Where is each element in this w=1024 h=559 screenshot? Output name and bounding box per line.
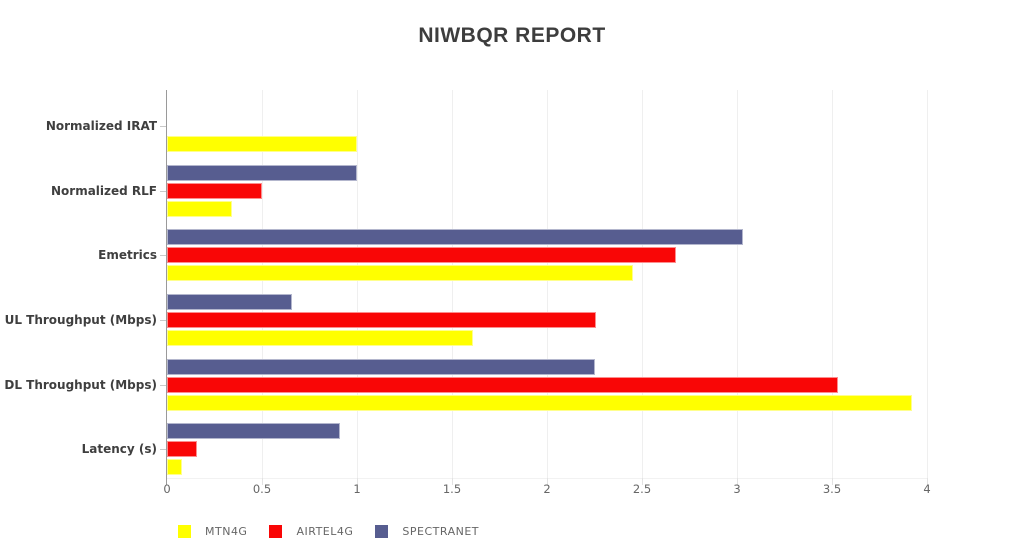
bar-slot (167, 312, 597, 328)
x-axis-tick (357, 478, 358, 485)
x-axis-tick (642, 478, 643, 485)
category-band: DL Throughput (Mbps) (4, 349, 927, 414)
legend: MTN4G AIRTEL4G SPECTRANET (178, 525, 501, 538)
category-label: UL Throughput (Mbps) (4, 313, 157, 327)
gridline (642, 90, 643, 478)
bar-spectranet[interactable] (167, 294, 293, 310)
gridline (737, 90, 738, 478)
bar-slot (167, 394, 912, 411)
bar-mtn4g[interactable] (167, 330, 473, 346)
x-axis-tick (262, 478, 263, 485)
bar-mtn4g[interactable] (167, 394, 912, 411)
x-axis-tick (452, 478, 453, 485)
x-axis-tick (832, 478, 833, 485)
y-axis-tick (160, 255, 166, 257)
x-axis-tick (737, 478, 738, 485)
bar-slot (167, 294, 293, 310)
bar-mtn4g[interactable] (167, 265, 633, 282)
category-band: Normalized RLF (51, 155, 927, 220)
category-band: Normalized IRAT (46, 90, 927, 155)
bar-slot (167, 247, 677, 264)
bar-slot (167, 265, 633, 282)
bar-spectranet[interactable] (167, 229, 743, 246)
bar-spectranet[interactable] (167, 164, 357, 181)
x-axis-tick (547, 478, 548, 485)
legend-item-airtel4g[interactable]: AIRTEL4G (269, 525, 353, 538)
bar-slot (167, 200, 232, 217)
legend-label: MTN4G (205, 525, 248, 538)
bar-slot (167, 376, 838, 393)
x-tick-label: 2.5 (632, 482, 652, 496)
x-tick-label: 1.5 (442, 482, 462, 496)
legend-item-spectranet[interactable]: SPECTRANET (375, 525, 479, 538)
bar-airtel4g[interactable] (167, 247, 677, 264)
y-axis-tick (160, 190, 166, 192)
gridline (832, 90, 833, 478)
bar-airtel4g[interactable] (167, 441, 198, 458)
category-band: Latency (s) (82, 413, 927, 478)
bar-slot (167, 423, 340, 440)
x-tick-label: 0.5 (252, 482, 272, 496)
gridline (927, 90, 928, 478)
legend-swatch (375, 525, 389, 538)
x-tick-label: 0 (163, 482, 171, 496)
y-axis-tick (160, 449, 166, 451)
x-tick-label: 4 (923, 482, 931, 496)
bar-spectranet[interactable] (167, 423, 340, 440)
bar-airtel4g[interactable] (167, 376, 838, 393)
legend-label: SPECTRANET (402, 525, 479, 538)
y-axis-line (166, 90, 167, 485)
gridline (262, 90, 263, 478)
category-label: Emetrics (98, 248, 157, 263)
gridline (547, 90, 548, 478)
bar-slot (167, 330, 473, 346)
category-label: Normalized IRAT (45, 119, 157, 133)
category-label: DL Throughput (Mbps) (4, 377, 157, 392)
bar-slot (167, 136, 357, 152)
legend-label: AIRTEL4G (296, 525, 354, 538)
bar-slot (167, 441, 198, 458)
bar-airtel4g[interactable] (167, 182, 262, 199)
x-tick-label: 3.5 (822, 482, 842, 496)
bar-slot (167, 229, 743, 246)
y-axis-tick (160, 320, 166, 321)
y-axis-tick (160, 126, 166, 127)
x-axis-tick (927, 478, 928, 485)
bar-slot (167, 164, 357, 181)
legend-item-mtn4g[interactable]: MTN4G (178, 525, 247, 538)
x-tick-label: 3 (733, 482, 741, 496)
legend-swatch (269, 525, 283, 538)
bar-slot (167, 182, 262, 199)
bar-airtel4g[interactable] (167, 312, 597, 328)
y-axis-tick (160, 384, 166, 386)
x-axis-tick-labels: 0 0.5 1 1.5 2 2.5 3 3.5 4 (163, 482, 967, 498)
bar-spectranet[interactable] (167, 358, 595, 375)
gridline (357, 90, 358, 478)
category-band: Emetrics (98, 219, 927, 284)
bar-slot (167, 459, 183, 476)
category-band: UL Throughput (Mbps) (5, 284, 927, 349)
bar-mtn4g[interactable] (167, 459, 183, 476)
x-tick-label: 1 (353, 482, 361, 496)
chart-title: NIWBQR REPORT (418, 24, 606, 47)
legend-swatch (178, 525, 191, 538)
category-label: Latency (s) (81, 442, 157, 457)
gridline (452, 90, 453, 478)
bar-slot (167, 358, 595, 375)
plot-area: Normalized IRAT Normalized RLF Emetrics UL … (4, 90, 928, 485)
x-tick-label: 2 (543, 482, 551, 496)
bar-mtn4g[interactable] (167, 136, 357, 152)
bar-mtn4g[interactable] (167, 200, 232, 217)
category-label: Normalized RLF (50, 183, 157, 198)
